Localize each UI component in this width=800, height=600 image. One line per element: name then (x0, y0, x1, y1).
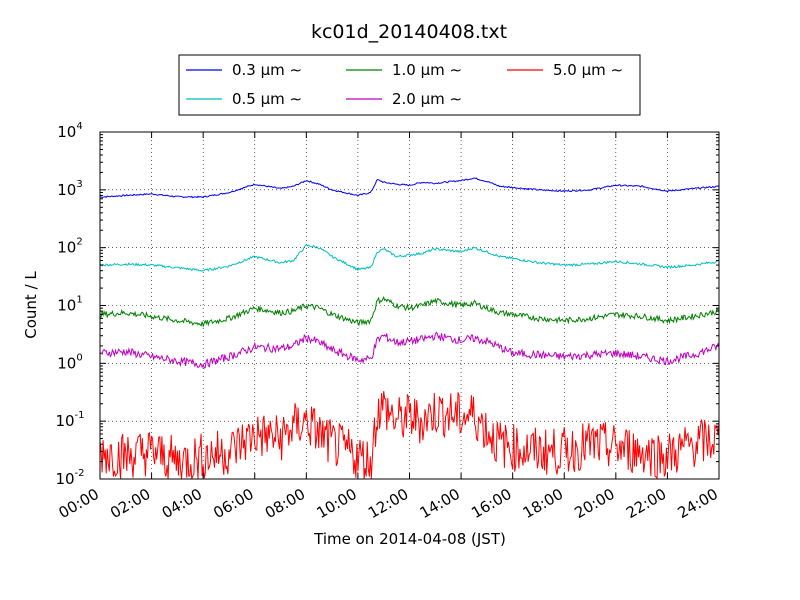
x-tick-label: 24:00 (675, 485, 721, 522)
y-tick-label: 100 (57, 352, 82, 372)
x-tick-label: 12:00 (365, 485, 411, 522)
x-tick-label: 06:00 (210, 485, 256, 522)
legend: 0.3 μm ∼ 0.5 μm ∼ 1.0 μm ∼ 2.0 μm ∼ 5.0 μm ∼ (178, 54, 641, 116)
x-axis-label: Time on 2014-04-08 (JST) (313, 530, 506, 548)
x-tick-label: 02:00 (107, 485, 153, 522)
legend-label: 5.0 μm ∼ (553, 61, 623, 79)
legend-label: 2.0 μm ∼ (392, 90, 462, 108)
y-tick-label: 101 (57, 295, 82, 315)
series-line (99, 391, 720, 480)
legend-label: 1.0 μm ∼ (392, 61, 462, 79)
series-layer (99, 177, 720, 480)
x-tick-label: 22:00 (623, 485, 669, 522)
chart-title: kc01d_20140408.txt (311, 21, 507, 43)
legend-box (178, 54, 641, 116)
x-tick-label: 04:00 (159, 485, 205, 522)
series-line (99, 331, 720, 369)
x-tick-labels: 00:00 02:00 04:00 06:00 08:00 10:00 12:00 14:00… (56, 485, 721, 522)
axis-ticks (99, 131, 720, 480)
x-tick-label: 20:00 (571, 485, 617, 522)
x-tick-label: 10:00 (313, 485, 359, 522)
y-tick-label: 102 (57, 237, 82, 257)
y-tick-label: 104 (57, 121, 82, 141)
grid (100, 132, 719, 479)
x-tick-label: 16:00 (468, 485, 514, 522)
x-tick-label: 14:00 (417, 485, 463, 522)
legend-label: 0.5 μm ∼ (232, 90, 302, 108)
x-tick-label: 00:00 (56, 485, 102, 522)
series-line (99, 243, 720, 272)
y-tick-labels: 10-2 10-1 100 101 102 103 104 (55, 121, 84, 488)
y-tick-label: 103 (57, 179, 82, 199)
series-line (99, 177, 720, 199)
legend-label: 0.3 μm ∼ (232, 61, 302, 79)
y-tick-label: 10-1 (55, 410, 84, 430)
y-tick-label: 10-2 (55, 468, 84, 488)
x-tick-label: 18:00 (520, 485, 566, 522)
series-line (99, 295, 720, 328)
y-axis-label: Count / L (22, 271, 40, 339)
x-tick-label: 08:00 (262, 485, 308, 522)
